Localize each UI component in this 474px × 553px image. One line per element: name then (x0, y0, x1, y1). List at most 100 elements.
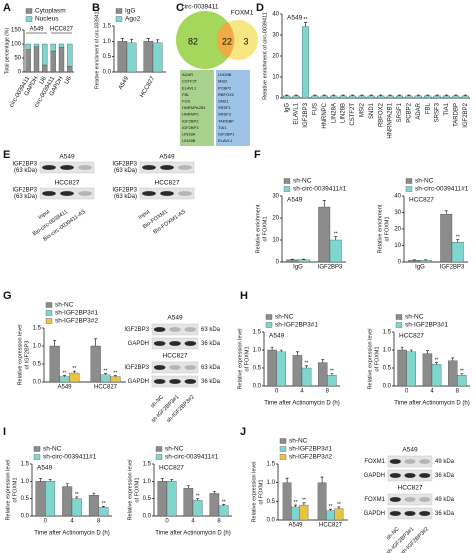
error-bar (330, 373, 334, 376)
y-tick-label: 1.0 (103, 39, 112, 45)
protein-label: (63 kDa) (14, 168, 37, 174)
bar (88, 495, 99, 517)
legend-label: sh-circ-0039411#1 (165, 454, 219, 461)
gene-name: CSTF2T (182, 79, 198, 84)
bar (329, 239, 342, 263)
x-tick-label: FUS (312, 103, 318, 115)
bar (218, 505, 229, 517)
bar (406, 351, 416, 387)
bar (291, 506, 300, 521)
x-tick-label: IGF2BP3 (440, 265, 465, 271)
legend-label: sh-IGF2BP3#1 (275, 322, 318, 329)
bar (448, 360, 458, 387)
panel-label: D (256, 2, 264, 14)
gene-name: IGF2BP2 (182, 118, 199, 123)
x-tick-label: 8 (217, 519, 221, 525)
error-bar (409, 349, 413, 352)
bar (397, 349, 407, 387)
y-axis-label: Relative enrichment (377, 204, 383, 253)
bar (117, 41, 128, 73)
error-bar (360, 94, 364, 96)
y-axis-label: of IGF2BP3 (24, 341, 30, 370)
gene-name: LIN28A (182, 131, 196, 136)
x-axis-label: Time after Actinomycin D (h) (264, 401, 339, 407)
error-bar (400, 346, 404, 350)
error-bar (285, 94, 289, 96)
significance: ** (435, 357, 439, 363)
error-bar (295, 351, 299, 356)
blot-band (142, 165, 156, 170)
protein-label: (63 kDa) (114, 194, 137, 200)
gene-name: IGF2BP1 (218, 131, 235, 136)
legend-swatch (279, 446, 287, 452)
y-axis-label: Relative expression level (127, 460, 133, 521)
size-label: 36 kDa (435, 473, 455, 479)
y-tick-label: 50 (14, 56, 21, 62)
bar (282, 482, 292, 521)
size-label: 49 kDa (435, 497, 455, 503)
error-bar (337, 506, 341, 509)
y-tick-label: 0.0 (21, 514, 30, 520)
bar (395, 95, 404, 99)
bar (431, 364, 442, 387)
gene-name: ADAR (182, 72, 193, 77)
y-tick-label: 30 (272, 194, 279, 200)
protein-label: GAPDH (128, 341, 149, 347)
x-tick-label: 4 (191, 519, 195, 525)
y-tick-label: 10 (272, 75, 279, 81)
bar (330, 95, 338, 99)
bar (461, 95, 469, 99)
bar (192, 500, 203, 517)
venn-circle (176, 11, 234, 69)
blot-band (169, 365, 181, 370)
x-tick-label: 4 (430, 389, 434, 395)
bar (69, 372, 80, 383)
significance: ** (72, 366, 76, 372)
cell-line: A549 (167, 315, 183, 322)
legend-swatch (33, 446, 41, 452)
gene-name: HNRNPC (182, 112, 199, 117)
blot-band (389, 511, 401, 516)
error-bar (130, 38, 134, 43)
y-axis-label: of FOXM1 (262, 216, 268, 241)
bar (152, 42, 163, 73)
legend-swatch (115, 8, 123, 14)
blot-band (389, 459, 401, 464)
bar (326, 510, 335, 521)
y-tick-label: 20 (272, 54, 279, 60)
y-axis-label: Relative expression level (5, 460, 11, 521)
bar (433, 95, 441, 99)
bar (320, 95, 328, 99)
legend-swatch (395, 314, 403, 320)
y-tick-label: 1.5 (143, 462, 152, 468)
x-tick-label: SRSF1 (397, 102, 403, 122)
legend-swatch (155, 446, 163, 452)
bar (299, 504, 309, 521)
bar (276, 351, 286, 387)
protein-label: FOXM1 (364, 459, 385, 465)
significance: ** (334, 232, 338, 238)
blot-band (78, 165, 92, 170)
blot-band (169, 341, 181, 346)
error-bar (460, 373, 464, 376)
legend-label: Nucleus (35, 16, 59, 23)
bar-segment (67, 66, 73, 73)
error-bar (101, 505, 105, 508)
bar-segment (67, 43, 73, 67)
y-tick-label: 0.0 (103, 70, 112, 76)
y-tick-label: 30 (272, 33, 279, 39)
error-bar (332, 94, 336, 96)
y-tick-label: 0.5 (103, 54, 112, 60)
x-axis-label: Time after Actinomycin D (h) (394, 401, 469, 407)
bar-segment (42, 43, 48, 66)
error-bar (294, 504, 297, 507)
bar (90, 345, 101, 383)
x-tick-label: HCC827 (94, 385, 118, 391)
significance: ** (305, 361, 309, 367)
blot-band (60, 191, 74, 196)
error-bar (322, 94, 326, 96)
bar (327, 375, 337, 387)
y-tick-label: 1.5 (383, 330, 392, 336)
bar (405, 95, 413, 99)
error-bar (279, 349, 283, 352)
